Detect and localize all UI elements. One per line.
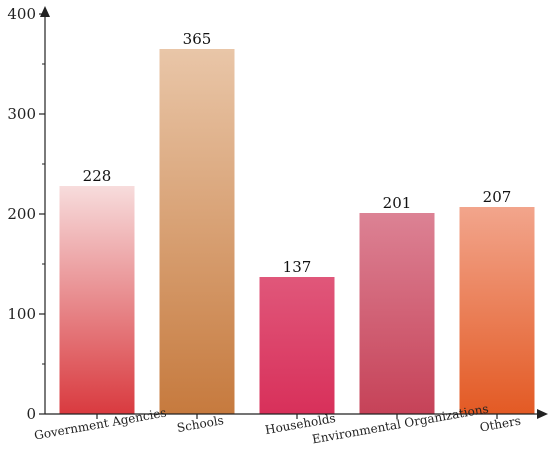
value-label-0: 228: [83, 167, 112, 185]
y-tick-label-2: 200: [7, 205, 36, 223]
bar-1: [159, 49, 235, 414]
y-tick-label-4: 400: [7, 5, 36, 23]
y-axis-arrow: [40, 6, 50, 17]
bar-2: [259, 277, 335, 414]
x-axis-arrow: [537, 409, 548, 419]
bar-3: [359, 213, 435, 414]
y-ticks-layer: 0 100 200 300 400: [7, 5, 45, 423]
y-tick-label-1: 100: [7, 305, 36, 323]
y-tick-label-0: 0: [26, 405, 36, 423]
bar-4: [459, 207, 535, 414]
value-label-3: 201: [383, 194, 412, 212]
category-label-4: Others: [479, 414, 522, 435]
category-label-1: Schools: [176, 413, 225, 435]
bar-0: [59, 186, 135, 414]
value-label-4: 207: [483, 188, 512, 206]
bars-layer: [59, 49, 535, 414]
value-label-2: 137: [283, 258, 312, 276]
y-tick-label-3: 300: [7, 105, 36, 123]
value-labels-layer: 228 365 137 201 207: [83, 30, 512, 276]
value-label-1: 365: [183, 30, 212, 48]
